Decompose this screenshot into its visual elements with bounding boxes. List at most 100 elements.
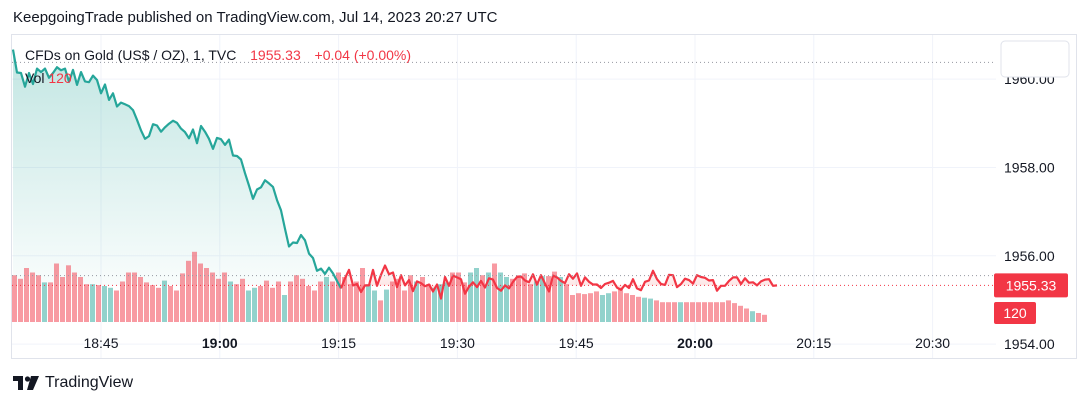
volume-bar [594,291,599,322]
volume-bar [540,276,545,322]
volume-bar [492,263,497,322]
price-line-down [339,264,778,300]
volume-bar [54,263,59,322]
last-price-badge-label: 1955.33 [1006,277,1057,293]
volume-bar [180,273,185,322]
volume-bar [222,272,227,322]
volume-bar [258,286,263,322]
volume-bar [216,278,221,322]
volume-bar [24,268,29,322]
time-axis: 18:45 19:00 19:15 19:30 19:45 20:00 20:15 20:30 [83,335,950,351]
volume-bar [522,273,527,322]
volume-bar [744,308,749,322]
volume-bar [114,290,119,322]
volume-bar [300,278,305,322]
volume-bar [510,278,515,322]
volume-bar [72,272,77,322]
volume-bar [666,302,671,322]
x-tick-label: 19:45 [559,335,594,351]
legend-volume: Vol 120 [25,70,72,86]
volume-bar [372,290,377,322]
volume-bar [648,298,653,322]
volume-bar [402,290,407,322]
volume-bar [78,277,83,322]
volume-bar [144,282,149,322]
volume-bar [750,311,755,322]
volume-badge [994,302,1036,324]
price-line-up [11,49,342,289]
legend-symbol: CFDs on Gold (US$ / OZ), 1, TVC [25,47,237,63]
y-tick-label: 1958.00 [1004,159,1055,175]
volume-bar [342,277,347,322]
volume-bar [276,281,281,322]
volume-bar [534,281,539,322]
price-area [13,49,777,299]
volume-bar [210,272,215,322]
volume-bar [390,281,395,322]
volume-bar [552,271,557,322]
volume-bar [450,272,455,322]
volume-bar [408,275,413,322]
volume-bar [228,281,233,322]
volume-bar [96,285,101,322]
volume-bar [426,284,431,322]
x-tick-label: 19:00 [202,335,238,351]
x-tick-label: 20:30 [915,335,950,351]
volume-bar [330,281,335,322]
volume-bar [270,287,275,322]
volume-bar [474,268,479,322]
volume-bar [42,282,47,322]
volume-bar [600,295,605,322]
volume-bar [762,314,767,322]
volume-bar [708,302,713,322]
volume-bar [690,302,695,322]
baseline [12,61,996,286]
volume-bar [132,272,137,322]
volume-bar [324,277,329,322]
volume-bar [618,287,623,322]
volume-bar [462,282,467,322]
volume-bar [204,268,209,322]
tradingview-logo-icon[interactable] [13,376,39,390]
volume-bar [642,297,647,322]
volume-bar [576,293,581,322]
volume-bar [120,281,125,322]
volume-bar [558,277,563,322]
volume-bars [12,251,767,322]
volume-bar [198,263,203,322]
y-tick-label: 1956.00 [1004,248,1055,264]
volume-bar [192,251,197,322]
area-up [13,49,341,286]
x-tick-label: 18:45 [83,335,118,351]
volume-bar [672,302,677,322]
volume-bar [756,313,761,322]
volume-bar [726,300,731,322]
volume-bar [60,277,65,322]
volume-bar [234,284,239,322]
volume-bar [396,278,401,322]
tradingview-brand[interactable]: TradingView [45,374,134,391]
volume-bar [30,272,35,322]
volume-bar [282,295,287,322]
volume-bar [336,272,341,322]
volume-bar [84,284,89,322]
volume-bar [414,281,419,322]
volume-bar [444,282,449,322]
volume-bar [252,287,257,322]
volume-bar [348,284,353,322]
volume-bar [162,280,167,322]
volume-bar [138,277,143,322]
volume-bar [306,286,311,322]
price-line [11,49,778,300]
volume-bar [636,296,641,322]
volume-bar [102,286,107,322]
volume-bar [564,284,569,322]
volume-bar [606,293,611,322]
axis-top-box [1000,40,1070,78]
volume-bar [570,295,575,322]
volume-bar [150,285,155,322]
volume-bar [366,284,371,322]
volume-bar [486,272,491,322]
volume-bar [264,280,269,322]
